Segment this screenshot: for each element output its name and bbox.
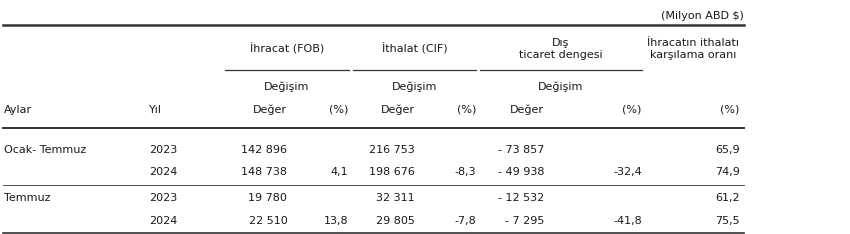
Text: Değişim: Değişim — [538, 81, 584, 92]
Text: 4,1: 4,1 — [331, 167, 348, 177]
Text: 19 780: 19 780 — [248, 193, 287, 203]
Text: 148 738: 148 738 — [241, 167, 287, 177]
Text: - 12 532: - 12 532 — [498, 193, 544, 203]
Text: - 7 295: - 7 295 — [505, 216, 544, 226]
Text: -32,4: -32,4 — [613, 167, 642, 177]
Text: Aylar: Aylar — [4, 105, 32, 115]
Text: 142 896: 142 896 — [241, 145, 287, 155]
Text: 65,9: 65,9 — [715, 145, 740, 155]
Text: Değer: Değer — [253, 105, 287, 115]
Text: Değişim: Değişim — [264, 81, 309, 92]
Text: -7,8: -7,8 — [454, 216, 476, 226]
Text: Temmuz: Temmuz — [4, 193, 51, 203]
Text: Dış
ticaret dengesi: Dış ticaret dengesi — [519, 38, 603, 60]
Text: 13,8: 13,8 — [324, 216, 348, 226]
Text: (%): (%) — [720, 105, 740, 115]
Text: Ocak- Temmuz: Ocak- Temmuz — [4, 145, 87, 155]
Text: 29 805: 29 805 — [376, 216, 415, 226]
Text: 32 311: 32 311 — [377, 193, 415, 203]
Text: (%): (%) — [622, 105, 642, 115]
Text: 61,2: 61,2 — [715, 193, 740, 203]
Text: 198 676: 198 676 — [369, 167, 415, 177]
Text: 2024: 2024 — [149, 216, 177, 226]
Text: 2023: 2023 — [149, 193, 177, 203]
Text: İhracatın ithalatı
karşılama oranı: İhracatın ithalatı karşılama oranı — [647, 38, 739, 60]
Text: -41,8: -41,8 — [613, 216, 642, 226]
Text: 2023: 2023 — [149, 145, 177, 155]
Text: - 73 857: - 73 857 — [497, 145, 544, 155]
Text: İthalat (CIF): İthalat (CIF) — [382, 44, 447, 55]
Text: 216 753: 216 753 — [369, 145, 415, 155]
Text: 75,5: 75,5 — [715, 216, 740, 226]
Text: 2024: 2024 — [149, 167, 177, 177]
Text: (Milyon ABD $): (Milyon ABD $) — [661, 11, 744, 21]
Text: Değer: Değer — [510, 105, 544, 115]
Text: 74,9: 74,9 — [715, 167, 740, 177]
Text: Değer: Değer — [381, 105, 415, 115]
Text: Değişim: Değişim — [392, 81, 437, 92]
Text: (%): (%) — [329, 105, 348, 115]
Text: 22 510: 22 510 — [248, 216, 287, 226]
Text: - 49 938: - 49 938 — [497, 167, 544, 177]
Text: -8,3: -8,3 — [455, 167, 476, 177]
Text: Yıl: Yıl — [149, 105, 162, 115]
Text: (%): (%) — [456, 105, 476, 115]
Text: İhracat (FOB): İhracat (FOB) — [250, 44, 324, 55]
